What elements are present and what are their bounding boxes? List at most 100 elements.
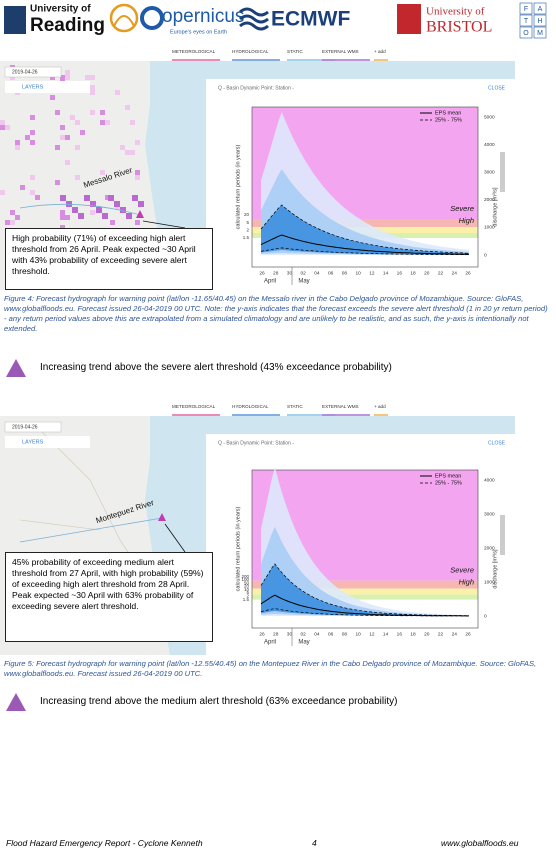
map-pixel	[125, 105, 130, 110]
x-tick-label: 04	[314, 270, 320, 276]
medium-zone	[252, 588, 478, 595]
fathom-letter: M	[537, 30, 543, 37]
low-zone	[252, 594, 478, 600]
date: 2019-04-26	[12, 424, 38, 430]
close: CLOSE	[488, 85, 506, 91]
y-tick-label: 100	[241, 577, 249, 582]
x-tick-label: 20	[424, 631, 430, 637]
map-pixel	[15, 140, 20, 145]
y-tick-label: 200	[241, 574, 249, 579]
map-pixel	[102, 213, 108, 219]
map-pixel	[130, 120, 135, 125]
footer-page: 4	[312, 838, 317, 848]
threshold-label: Severe	[450, 204, 474, 213]
footer-left: Flood Hazard Emergency Report - Cyclone …	[6, 838, 203, 848]
eps-mean	[260, 594, 469, 617]
fathom-box	[519, 2, 533, 15]
map-pixel	[90, 210, 95, 215]
trend-triangle	[6, 693, 26, 711]
x-tick-label: 26	[465, 270, 471, 276]
map-pixel	[90, 201, 96, 207]
fathom-box	[533, 14, 547, 27]
reading-crest	[4, 6, 26, 34]
eps-mean	[260, 234, 470, 255]
sun-arc	[113, 15, 135, 27]
y-tick-label: 5	[246, 590, 249, 595]
map-pixel	[90, 85, 95, 90]
map-pixel	[90, 90, 95, 95]
map-pixel	[96, 207, 102, 213]
river-line	[19, 203, 141, 216]
map-pixel	[135, 220, 140, 225]
y2-tick-label: 4000	[484, 477, 495, 483]
map-pixel	[0, 190, 5, 195]
map-pixel	[120, 145, 125, 150]
figure: Messalo River METEOROLOGICAL HYDROLOGICAL S…	[0, 45, 515, 290]
trend-triangle	[6, 359, 26, 377]
map-pixel	[30, 115, 35, 120]
map-pixel	[75, 120, 80, 125]
tab: METEOROLOGICAL	[172, 404, 216, 409]
figure-caption: Figure 5: Forecast hydrograph for warnin…	[4, 659, 537, 678]
map-pixel	[115, 205, 120, 210]
map-pixel	[10, 75, 15, 80]
river-line	[19, 517, 163, 543]
x-tick-label: 20	[424, 270, 430, 276]
tab: METEOROLOGICAL	[172, 49, 216, 54]
callout: 45% probability of exceeding medium aler…	[5, 552, 213, 642]
layers-box	[5, 436, 90, 448]
map-pixel	[10, 220, 15, 225]
y-tick-label: 5	[246, 220, 249, 225]
legend-entry: EPS mean	[435, 473, 461, 479]
threshold-label: High	[459, 578, 474, 587]
y2-tick-label: 0	[484, 252, 487, 258]
bristol-line2: BRISTOL	[426, 19, 492, 36]
map-pixel	[110, 220, 115, 225]
legend-entry: 25% - 75%	[435, 480, 462, 486]
figure: Montepuez River METEOROLOGICAL HYDROLOGICA…	[0, 400, 515, 655]
map-pixel	[126, 213, 132, 219]
tab: HYDROLOGICAL	[232, 404, 269, 409]
map-pixel	[10, 210, 15, 215]
quartile-lower	[260, 608, 469, 617]
x-tick-label: 02	[301, 270, 307, 276]
x-tick-label: 10	[355, 631, 361, 637]
y-tick-label: 1.5	[243, 597, 250, 602]
date-box	[4, 421, 62, 433]
tab: STATIC	[287, 49, 303, 54]
ensemble-band	[261, 205, 469, 255]
x-tick-label: 04	[314, 631, 320, 637]
x-tick-label: 26	[259, 631, 265, 637]
map-pixel	[105, 120, 110, 125]
map-pixel	[50, 95, 55, 100]
fathom-box	[533, 2, 547, 15]
map-pixel	[65, 215, 70, 220]
callout-arrow	[164, 523, 186, 553]
ecmwf-waves	[239, 7, 269, 31]
map-pixel	[15, 215, 20, 220]
y-axis-label: calculated return periods (in years)	[235, 506, 241, 591]
quartile-lower	[260, 247, 469, 256]
map-pixel	[130, 150, 135, 155]
map-pixel	[65, 75, 70, 80]
y-tick-label: 20	[244, 584, 250, 589]
close: CLOSE	[488, 440, 506, 446]
legend-entry: 25% - 75%	[435, 117, 462, 123]
x-tick-label: 14	[383, 631, 389, 637]
map-pixel	[15, 145, 20, 150]
threshold-label: Severe	[450, 566, 474, 575]
y2-tick-label: 1000	[484, 579, 495, 585]
scroll-bar	[500, 515, 505, 555]
sun-logo	[109, 3, 139, 33]
month-label: April	[264, 279, 276, 285]
map-pixel	[60, 215, 65, 220]
map-pixel	[135, 170, 140, 175]
y2-axis-label: discharge [m³/s]	[492, 549, 498, 589]
map-pixel	[125, 150, 130, 155]
sun-circle	[109, 3, 139, 33]
fathom-letter: O	[523, 30, 529, 37]
x-tick-label: 10	[355, 270, 361, 276]
tab: EXTERNAL WMS	[322, 49, 359, 54]
x-tick-label: 06	[328, 631, 334, 637]
